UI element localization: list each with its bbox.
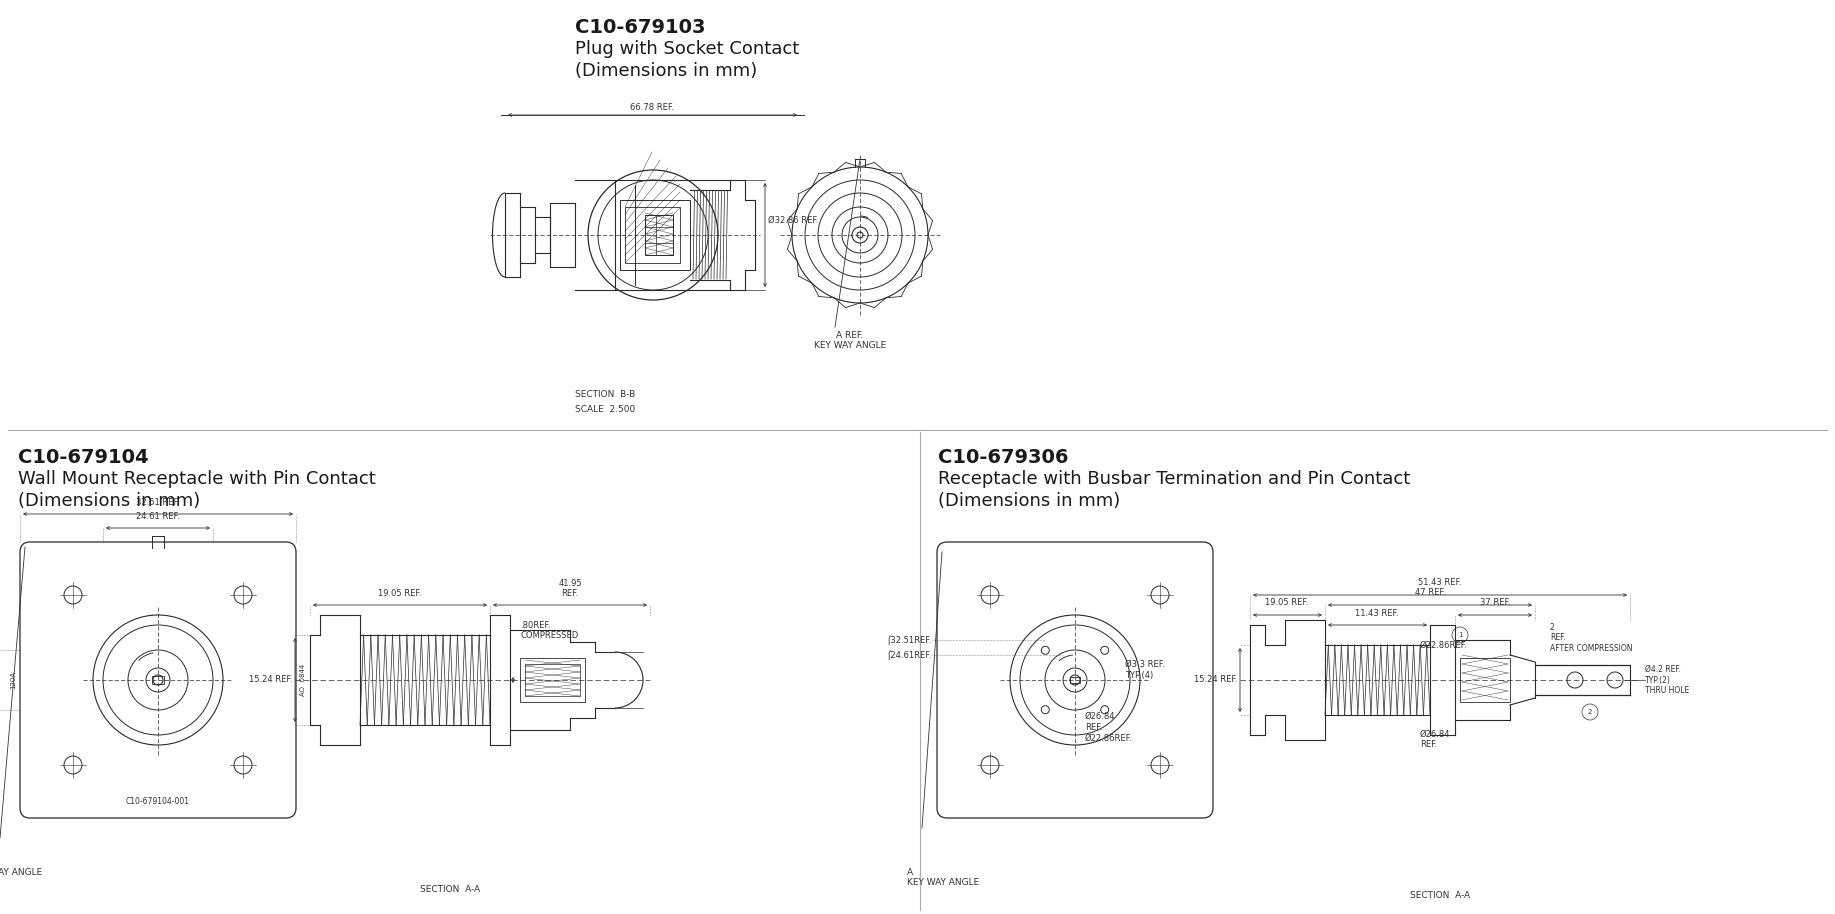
- Text: SCALE  2.500: SCALE 2.500: [574, 405, 635, 414]
- Bar: [626, 207, 681, 263]
- Text: A REF.
KEY WAY ANGLE: A REF. KEY WAY ANGLE: [815, 331, 886, 350]
- Text: 24.61 REF.: 24.61 REF.: [136, 512, 180, 521]
- Text: Ø26.84
REF.: Ø26.84 REF.: [1420, 730, 1450, 749]
- Text: Wall Mount Receptacle with Pin Contact: Wall Mount Receptacle with Pin Contact: [18, 470, 376, 488]
- Text: C10-679103: C10-679103: [574, 18, 705, 37]
- Text: 19.05 REF.: 19.05 REF.: [378, 589, 422, 598]
- Text: Ø4.2 REF.
TYP.(2)
THRU HOLE: Ø4.2 REF. TYP.(2) THRU HOLE: [1644, 665, 1690, 695]
- Text: ⌠24.61REF.: ⌠24.61REF.: [886, 650, 932, 660]
- Text: 47 REF.: 47 REF.: [1415, 588, 1446, 597]
- Text: Ø26.84
REF.: Ø26.84 REF.: [1084, 712, 1116, 732]
- Text: C10-679306: C10-679306: [938, 448, 1068, 467]
- Text: 15.24 REF.: 15.24 REF.: [248, 675, 292, 685]
- Text: 37 REF.: 37 REF.: [1479, 598, 1510, 607]
- Text: 15.24 REF.: 15.24 REF.: [1193, 675, 1237, 685]
- Text: Plug with Socket Contact: Plug with Socket Contact: [574, 40, 800, 58]
- Text: SECTION  A-A: SECTION A-A: [420, 886, 481, 895]
- Text: 19.05 REF.: 19.05 REF.: [1266, 598, 1308, 607]
- Text: Ø22.86REF.: Ø22.86REF.: [1084, 734, 1132, 742]
- Text: 51.43 REF.: 51.43 REF.: [1418, 578, 1462, 587]
- Text: (Dimensions in mm): (Dimensions in mm): [18, 492, 200, 510]
- Text: A REF.
KEY WAY ANGLE: A REF. KEY WAY ANGLE: [0, 858, 42, 877]
- Text: 2
REF.
AFTER COMPRESSION: 2 REF. AFTER COMPRESSION: [1551, 623, 1633, 653]
- Text: (Dimensions in mm): (Dimensions in mm): [574, 62, 758, 80]
- Text: 2: 2: [1587, 709, 1593, 715]
- Text: AO  0844: AO 0844: [299, 664, 306, 696]
- Bar: [1070, 677, 1081, 683]
- Bar: [644, 215, 673, 255]
- Text: A
KEY WAY ANGLE: A KEY WAY ANGLE: [906, 868, 980, 887]
- Text: 1: 1: [1457, 632, 1462, 638]
- Bar: [1461, 658, 1510, 702]
- Text: 32.51 REF.: 32.51 REF.: [136, 498, 180, 507]
- Text: 66.78 REF.: 66.78 REF.: [629, 102, 673, 112]
- Text: C10-679104-001: C10-679104-001: [127, 797, 191, 806]
- Text: Ø3.3 REF.
TYP.(4): Ø3.3 REF. TYP.(4): [1125, 660, 1165, 680]
- Bar: [152, 676, 163, 684]
- Text: SECTION  B-B: SECTION B-B: [574, 390, 635, 399]
- Text: C10-679104: C10-679104: [18, 448, 149, 467]
- Bar: [519, 658, 585, 702]
- Text: 11.43 REF.: 11.43 REF.: [1356, 609, 1398, 618]
- Bar: [620, 200, 690, 270]
- Bar: [525, 664, 580, 696]
- Text: (Dimensions in mm): (Dimensions in mm): [938, 492, 1119, 510]
- Text: 41.95
REF.: 41.95 REF.: [558, 579, 582, 598]
- Text: SECTION  A-A: SECTION A-A: [1409, 890, 1470, 899]
- Text: 120A: 120A: [9, 671, 17, 689]
- Text: Ø22.86REF.: Ø22.86REF.: [1420, 641, 1468, 650]
- Text: Receptacle with Busbar Termination and Pin Contact: Receptacle with Busbar Termination and P…: [938, 470, 1411, 488]
- Text: .80REF.
COMPRESSED: .80REF. COMPRESSED: [519, 621, 578, 640]
- Text: Ø32.86 REF.: Ø32.86 REF.: [769, 216, 818, 225]
- Text: ⌠32.51REF.: ⌠32.51REF.: [886, 635, 932, 644]
